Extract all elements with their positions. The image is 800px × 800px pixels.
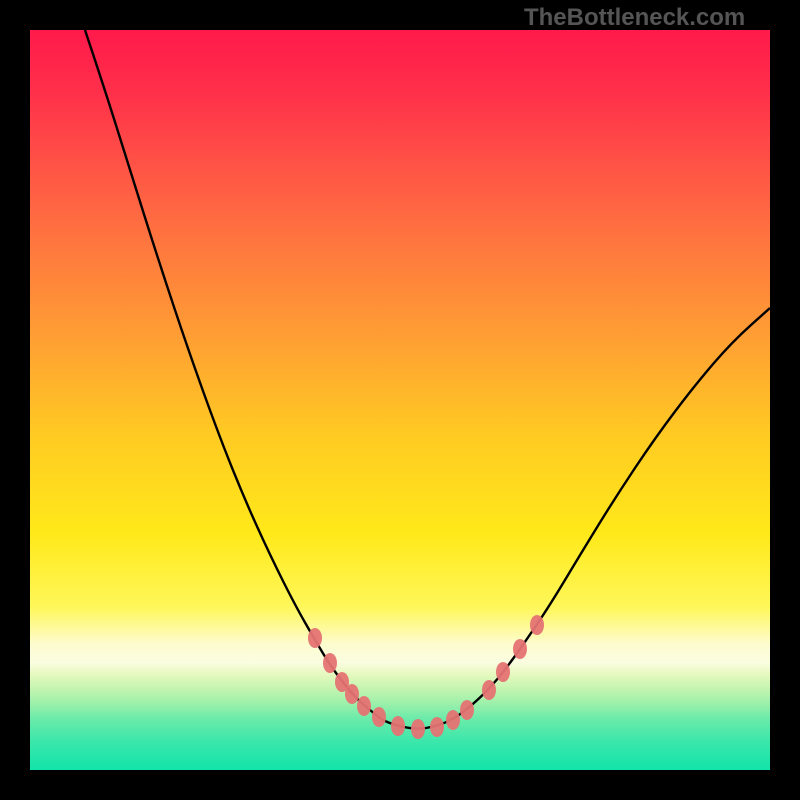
curve-marker [496, 662, 510, 682]
curve-marker [430, 717, 444, 737]
curve-marker [372, 707, 386, 727]
curve-marker [460, 700, 474, 720]
curve-marker [308, 628, 322, 648]
curve-marker [530, 615, 544, 635]
curve-marker [513, 639, 527, 659]
curve-marker [391, 716, 405, 736]
curve-marker [482, 680, 496, 700]
plot-area [30, 30, 770, 770]
curve-marker [446, 710, 460, 730]
curve-marker [411, 719, 425, 739]
curve-marker [357, 696, 371, 716]
outer-frame: TheBottleneck.com [0, 0, 800, 800]
attribution-text: TheBottleneck.com [524, 4, 745, 32]
curve-marker [323, 653, 337, 673]
curve-marker [345, 684, 359, 704]
bottleneck-curve [85, 30, 770, 729]
curve-layer [30, 30, 770, 770]
